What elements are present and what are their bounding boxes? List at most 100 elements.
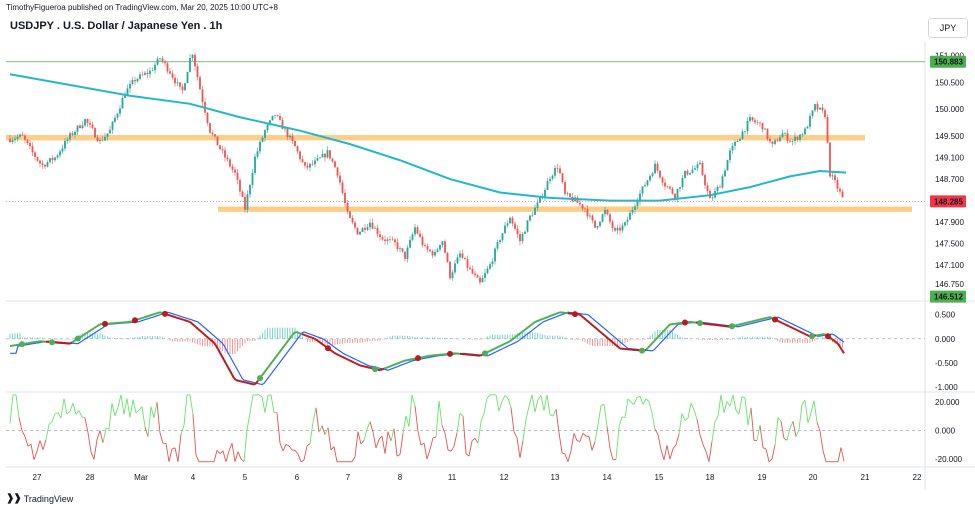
osc-main-segment [179,317,183,321]
candle-body [49,158,51,163]
osc-main-segment [599,330,603,335]
rsi-segment [150,406,155,418]
candle-body [21,134,24,136]
candle-body [389,239,391,240]
candle-body [684,170,686,178]
rsi-segment [657,434,662,450]
osc-main-segment [315,338,319,342]
chart-title: USDJPY . U.S. Dollar / Japanese Yen . 1h [10,20,223,32]
candle-body [439,245,441,250]
osc-main-segment [269,361,273,366]
candle-body [366,227,369,230]
candle-body [816,104,819,110]
candle-body [314,160,316,165]
candle-body [556,167,559,169]
rsi-segment [105,427,110,430]
candle-body [466,259,469,268]
osc-main-segment [503,342,507,346]
candle-body [46,162,49,167]
osc-main-segment [345,357,349,361]
candle-body [726,160,729,171]
candle-body [664,182,666,187]
candle-body [554,167,556,176]
candle-body [826,117,829,143]
osc-main-segment [93,326,97,330]
osc-main-segment [141,316,145,320]
rsi-segment [627,398,632,403]
rsi-segment [96,430,101,440]
candle-body [461,253,464,258]
candle-body [386,239,389,242]
candle-body [504,225,506,234]
osc-main-segment [311,336,315,340]
rsi-segment [180,425,185,435]
osc-main-segment [353,361,357,365]
rsi-segment [42,439,47,450]
currency-button[interactable]: JPY [928,18,968,38]
candle-body [821,107,824,111]
candle-body [171,73,174,78]
candle-body [311,163,314,165]
candle-body [789,140,791,142]
osc-main-segment [293,331,297,334]
osc-main-segment [205,335,209,339]
rsi-segment [663,445,668,461]
osc-main-segment [777,320,781,323]
osc-main-segment [97,323,101,327]
rsi-segment [681,413,686,421]
candle-body [119,108,121,114]
osc-main-segment [793,327,797,331]
osc-main-segment [527,324,531,329]
candle-body [79,125,81,129]
candle-body [256,151,259,157]
candle-body [481,277,484,283]
osc-main-segment [85,331,89,335]
candle-body [739,138,741,141]
candle-body [201,89,204,103]
osc-main-segment [547,315,551,318]
candle-body [236,172,239,180]
candle-body [759,122,761,124]
candle-body [261,137,264,142]
rsi-segment [381,436,386,454]
osc-main-segment [379,368,383,372]
candle-body [829,142,831,177]
candle-body [169,71,171,74]
candle-body [449,261,451,279]
candle-body [599,221,601,227]
rsi-segment [264,395,269,413]
rsi-segment [783,437,788,441]
rsi-segment [30,444,35,460]
candle-body [141,74,144,76]
tradingview-brand[interactable]: ❱❱ TradingView [6,493,73,504]
candle-body [509,217,511,224]
osc-main-segment [181,318,185,321]
osc-main-segment [183,319,187,322]
rsi-segment [537,395,542,400]
rsi-segment [765,448,770,462]
rsi-segment [480,413,485,422]
candle-body [471,268,474,274]
rsi-segment [732,394,737,411]
rsi-segment [576,440,581,442]
candle-body [494,248,496,262]
price-tick-label: 150.500 [935,78,964,87]
candle-body [831,175,834,177]
candle-body [609,214,611,222]
osc-main-segment [253,382,257,386]
osc-main-segment [201,331,205,335]
osc-main-segment [647,344,651,349]
osc-main-segment [579,313,583,318]
time-tick-label: 27 [33,473,42,482]
candle-body [511,217,514,224]
candle-body [474,273,476,276]
rsi-segment [729,394,734,407]
rsi-segment [129,399,134,418]
rsi-segment [450,446,455,452]
rsi-segment [678,413,683,435]
candle-body [316,158,319,161]
candle-body [406,247,409,259]
rsi-segment [135,409,140,414]
rsi-segment [327,427,332,450]
